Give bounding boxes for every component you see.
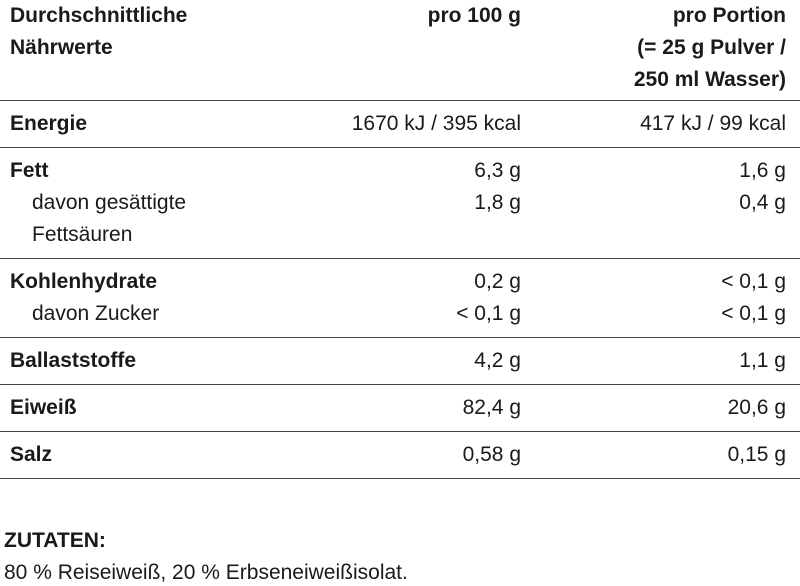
label-text: Energie [10,112,88,135]
header-text: (= 25 g Pulver / [637,36,786,59]
header-row: Durchschnittliche Nährwerte pro 100 g pro P… [0,0,800,101]
label-text: Eiweiß [10,396,77,419]
label-text: davon gesättigte [32,191,187,214]
nutrient-row: Fett 6,3 g 1,6 g [0,147,800,187]
value-per-100g: 1,8 g [474,191,521,214]
nutrient-label: Energie [0,100,290,148]
value-per-portion: < 0,1 g [523,258,800,298]
header-text: pro 100 g [427,4,521,27]
value-per-100g: 82,4 g [290,384,523,432]
value-per-portion: < 0,1 g [721,302,786,325]
ingredients: ZUTATEN: 80 % Reiseiweiß, 20 % Erbseneiw… [4,525,408,586]
label-text: Salz [10,443,53,466]
header-cell: pro 100 g [290,0,523,101]
nutrient-row: Ballaststoffe 4,2 g 1,1 g [0,337,800,385]
value-per-portion: 0,15 g [523,431,800,479]
value-per-100g: < 0,1 g [456,302,521,325]
nutrient-row: Energie 1670 kJ / 395 kcal 417 kJ / 99 kca… [0,100,800,148]
header-text: Durchschnittliche [10,4,188,27]
nutrient-label: Fett [0,147,290,187]
header-cell: Durchschnittliche Nährwerte [0,0,290,101]
nutrition-table: Durchschnittliche Nährwerte pro 100 g pro P… [0,0,800,479]
nutrient-row: davon gesättigte Fettsäuren 1,8 g 0,4 g [0,187,800,259]
nutrient-label: davon gesättigte Fettsäuren [0,187,290,259]
ingredients-title: ZUTATEN: [4,529,106,552]
nutrient-row: Eiweiß 82,4 g 20,6 g [0,384,800,432]
label-text: Fett [10,159,49,182]
header-text: 250 ml Wasser) [633,68,786,91]
nutrient-label: davon Zucker [0,298,290,338]
label-text: Kohlenhydrate [10,270,158,293]
nutrient-label: Ballaststoffe [0,337,290,385]
header-text: pro Portion [672,4,786,27]
ingredients-text: 80 % Reiseiweiß, 20 % Erbseneiweißisolat… [4,561,408,584]
nutrient-label: Kohlenhydrate [0,258,290,298]
value-per-portion: 1,6 g [523,147,800,187]
label-text: davon Zucker [32,302,160,325]
header-cell: pro Portion (= 25 g Pulver / 250 ml Wasser… [523,0,800,101]
nutrient-row: davon Zucker < 0,1 g < 0,1 g [0,298,800,338]
value-per-portion: 0,4 g [739,191,786,214]
header-text: Nährwerte [10,36,113,59]
label-text: Fettsäuren [32,223,133,246]
value-per-100g: 6,3 g [290,147,523,187]
nutrient-row: Salz 0,58 g 0,15 g [0,431,800,479]
nutrient-label: Eiweiß [0,384,290,432]
value-per-portion: 20,6 g [523,384,800,432]
value-per-100g: 1670 kJ / 395 kcal [290,100,523,148]
label-text: Ballaststoffe [10,349,137,372]
value-per-portion: 1,1 g [523,337,800,385]
nutrient-label: Salz [0,431,290,479]
value-per-100g: 0,58 g [290,431,523,479]
value-per-100g: 4,2 g [290,337,523,385]
value-per-portion: 417 kJ / 99 kcal [523,100,800,148]
nutrient-row: Kohlenhydrate 0,2 g < 0,1 g [0,258,800,298]
value-per-100g: 0,2 g [290,258,523,298]
